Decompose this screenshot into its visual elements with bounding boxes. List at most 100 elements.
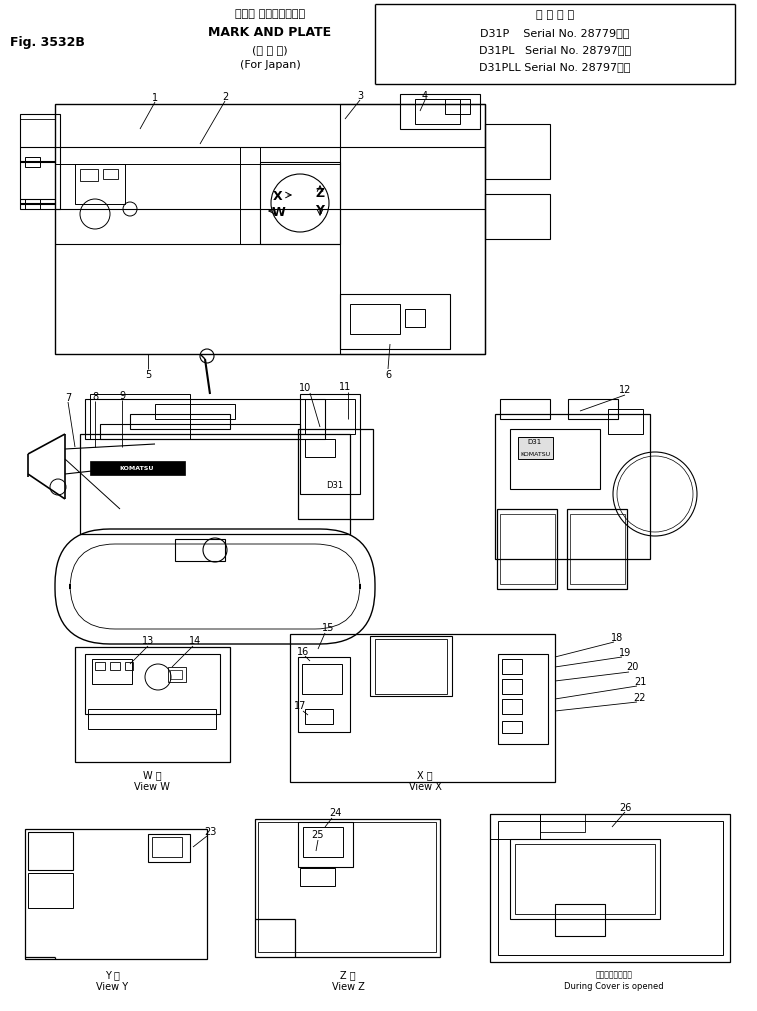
Bar (518, 438, 553, 460)
Text: 19: 19 (619, 647, 631, 657)
Text: 8: 8 (92, 391, 98, 401)
Bar (168, 667, 186, 682)
Bar (340, 105, 485, 355)
Bar (155, 404, 235, 420)
Bar (152, 837, 182, 857)
Bar (502, 721, 522, 733)
Text: D31PL   Serial No. 28797～）: D31PL Serial No. 28797～） (479, 44, 631, 55)
Bar (490, 814, 730, 962)
Text: (For Japan): (For Japan) (240, 60, 301, 70)
Bar (555, 904, 605, 936)
Text: View Y: View Y (96, 981, 128, 991)
Text: Y: Y (316, 203, 325, 216)
Bar (260, 163, 340, 245)
Bar (515, 844, 655, 914)
Bar (498, 821, 723, 955)
Text: D31P    Serial No. 28779～）: D31P Serial No. 28779～） (480, 28, 630, 38)
Text: View X: View X (409, 782, 441, 792)
Text: X: X (273, 189, 283, 202)
Text: Z 視: Z 視 (340, 969, 356, 979)
Text: 24: 24 (329, 807, 341, 817)
Text: W: W (271, 205, 285, 218)
Bar (28, 874, 73, 908)
Bar (75, 647, 230, 762)
Bar (502, 659, 522, 674)
Bar (170, 670, 182, 679)
Bar (502, 700, 522, 715)
Text: Z: Z (316, 186, 325, 199)
Text: KOMATSU: KOMATSU (120, 466, 154, 471)
Bar (497, 510, 557, 589)
Bar (567, 510, 627, 589)
Bar (400, 95, 480, 129)
Text: During Cover is opened: During Cover is opened (564, 982, 664, 991)
Text: 21: 21 (634, 676, 646, 686)
Text: MARK AND PLATE: MARK AND PLATE (208, 25, 332, 38)
Bar (110, 662, 120, 670)
Text: W 視: W 視 (142, 769, 161, 779)
Text: 13: 13 (142, 635, 154, 645)
Bar (500, 399, 550, 420)
Text: 15: 15 (322, 623, 334, 632)
Bar (28, 832, 73, 870)
Bar (125, 662, 133, 670)
Bar (290, 634, 555, 783)
Text: 4: 4 (422, 91, 428, 101)
Text: 1: 1 (152, 93, 158, 103)
Bar (80, 435, 350, 535)
Bar (130, 415, 230, 430)
Bar (608, 409, 643, 435)
Bar (340, 295, 450, 350)
Bar (305, 440, 335, 458)
Bar (540, 814, 585, 832)
Bar (255, 819, 440, 957)
Bar (80, 170, 98, 182)
Bar (445, 100, 470, 115)
Bar (415, 100, 460, 125)
Bar (90, 462, 185, 475)
Bar (370, 636, 452, 697)
Bar (350, 304, 400, 335)
Bar (300, 394, 360, 494)
Bar (570, 515, 625, 584)
Text: View W: View W (134, 782, 170, 792)
Bar (303, 827, 343, 857)
Bar (298, 430, 373, 520)
Bar (55, 105, 485, 355)
Text: 7: 7 (65, 392, 71, 402)
Text: 20: 20 (626, 661, 638, 671)
Text: (国 内 向): (国 内 向) (252, 44, 288, 55)
Text: 3: 3 (357, 91, 363, 101)
Bar (568, 399, 618, 420)
Bar (90, 394, 190, 440)
Bar (510, 430, 600, 489)
Bar (75, 165, 125, 205)
Text: 12: 12 (618, 384, 631, 394)
Bar (485, 125, 550, 180)
Bar (502, 679, 522, 695)
Text: 14: 14 (189, 635, 201, 645)
Bar (25, 200, 40, 210)
Text: 6: 6 (385, 370, 391, 379)
Text: 18: 18 (611, 632, 623, 642)
Text: KOMATSU: KOMATSU (520, 451, 550, 456)
Bar (498, 654, 548, 744)
Bar (88, 710, 216, 729)
Text: View Z: View Z (332, 981, 364, 991)
Text: Y 視: Y 視 (104, 969, 120, 979)
Bar (20, 120, 55, 205)
Text: D31: D31 (528, 439, 542, 445)
Bar (490, 814, 540, 839)
Text: 11: 11 (339, 381, 351, 391)
Bar (92, 659, 132, 684)
Text: D31: D31 (326, 480, 344, 489)
Bar (148, 834, 190, 862)
Bar (258, 822, 436, 952)
Bar (100, 425, 300, 440)
Bar (103, 170, 118, 180)
Text: マーク およびプレート: マーク およびプレート (235, 9, 305, 19)
Bar (298, 657, 350, 732)
Bar (25, 829, 207, 959)
Bar (500, 515, 555, 584)
Text: 進捗カバー開放時: 進捗カバー開放時 (596, 970, 633, 979)
